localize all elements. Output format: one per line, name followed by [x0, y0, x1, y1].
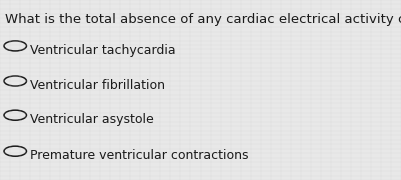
Text: Premature ventricular contractions: Premature ventricular contractions	[30, 149, 249, 162]
Text: Ventricular asystole: Ventricular asystole	[30, 113, 154, 126]
Text: Ventricular fibrillation: Ventricular fibrillation	[30, 79, 165, 92]
Text: What is the total absence of any cardiac electrical activity called?: What is the total absence of any cardiac…	[5, 13, 401, 26]
Text: Ventricular tachycardia: Ventricular tachycardia	[30, 44, 176, 57]
